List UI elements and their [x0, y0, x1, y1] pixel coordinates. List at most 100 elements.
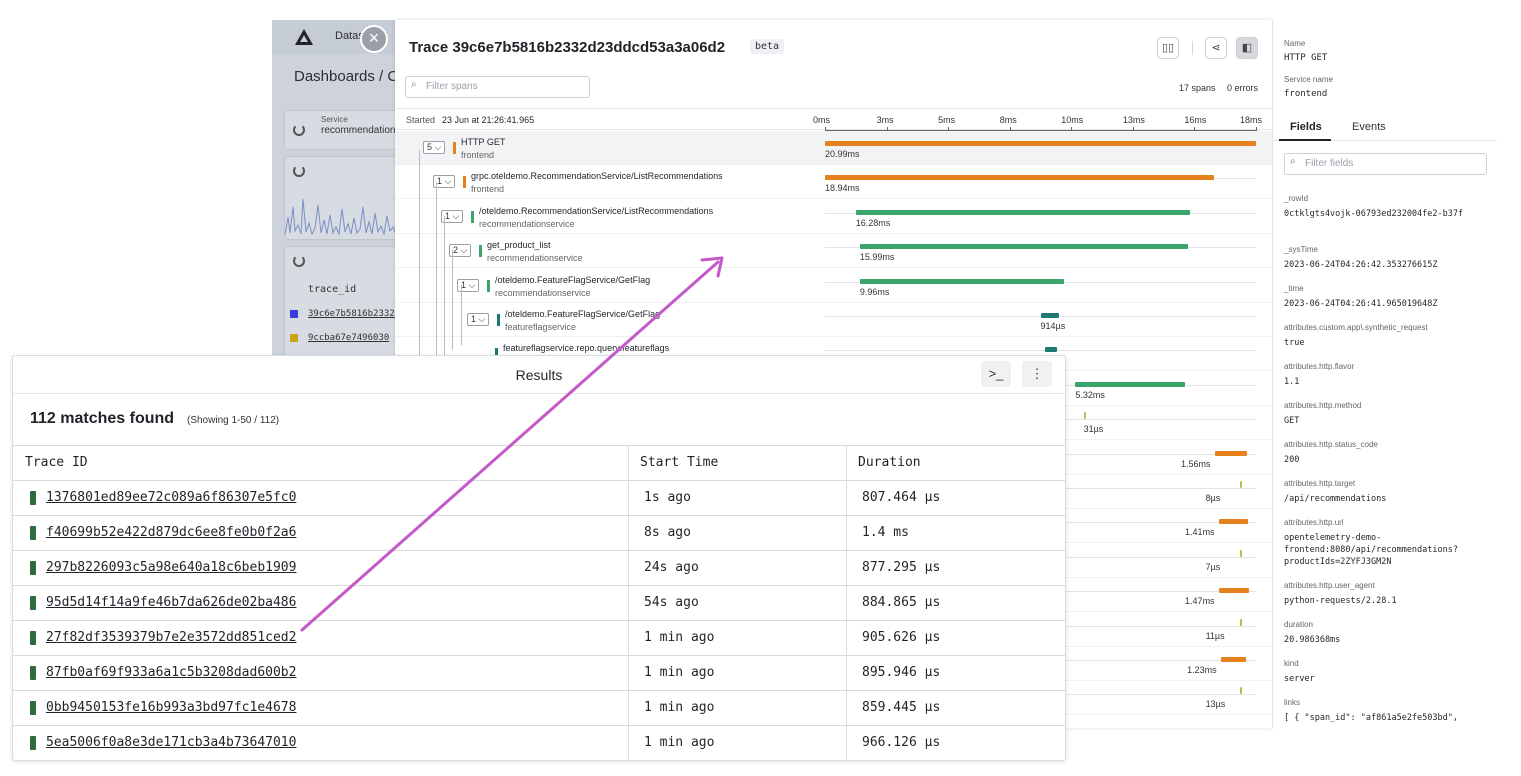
- field-entry[interactable]: attributes.http.flavor 1.1: [1284, 362, 1489, 388]
- field-entry[interactable]: _time 2023-06-24T04:26:41.965019648Z: [1284, 284, 1489, 310]
- trace-id-link[interactable]: 87fb0af69f933a6a1c5b3208dad600b2: [46, 665, 297, 680]
- start-time-cell: 1s ago: [644, 490, 691, 505]
- field-entry[interactable]: duration 20.986368ms: [1284, 620, 1489, 646]
- span-duration: 11µs: [1205, 630, 1225, 641]
- tick-mark: [1009, 127, 1011, 132]
- tab-fields[interactable]: Fields: [1290, 121, 1322, 133]
- field-value: [ { "span_id": "af861a5e2fe503bd",: [1284, 713, 1458, 723]
- span-bar[interactable]: [1219, 519, 1248, 525]
- column-header-start-time[interactable]: Start Time: [640, 455, 719, 470]
- table-row[interactable]: 9ccba67e7496030: [290, 333, 402, 347]
- span-duration: 9.96ms: [859, 286, 890, 297]
- field-entry[interactable]: _rowId 0ctklgts4vojk-06793ed232004fe2-b37…: [1284, 194, 1489, 220]
- column-divider: [846, 551, 847, 586]
- table-row[interactable]: f40699b52e422d879dc6ee8fe0b0f2a6 8s ago 1.…: [13, 515, 1065, 551]
- span-row[interactable]: 1 ⌵ /oteldemo.RecommendationService/ListR…: [395, 200, 1272, 234]
- span-service: featureflagservice: [505, 322, 577, 332]
- column-header-duration[interactable]: Duration: [858, 455, 921, 470]
- span-bar[interactable]: [1214, 450, 1247, 456]
- span-duration: 7µs: [1205, 561, 1221, 572]
- trace-link[interactable]: 39c6e7b5816b2332d23ddcd53a3a06d2: [308, 309, 402, 319]
- span-collapse-toggle[interactable]: 1 ⌵: [467, 313, 490, 326]
- span-row[interactable]: 1 ⌵ grpc.oteldemo.RecommendationService/L…: [395, 165, 1272, 200]
- span-duration: 1.41ms: [1185, 527, 1215, 538]
- trace-id-link[interactable]: 0bb9450153fe16b993a3bd97fc1e4678: [46, 700, 297, 715]
- field-entry[interactable]: attributes.http.target/api/recommendatio…: [1284, 479, 1489, 505]
- column-header-trace-id[interactable]: Trace ID: [25, 455, 88, 470]
- table-row[interactable]: 297b8226093c5a98e640a18c6beb1909 24s ago 8…: [13, 550, 1065, 586]
- tick-mark: [1256, 127, 1257, 132]
- table-row[interactable]: 95d5d14f14a9fe46b7da626de02ba486 54s ago 8…: [13, 585, 1065, 621]
- span-bar[interactable]: [1075, 381, 1185, 387]
- trace-link[interactable]: 9ccba67e7496030: [308, 333, 390, 343]
- span-bar[interactable]: [1083, 412, 1086, 420]
- span-bar[interactable]: [1239, 618, 1242, 626]
- span-collapse-toggle[interactable]: 1 ⌵: [433, 175, 456, 189]
- table-row[interactable]: 0bb9450153fe16b993a3bd97fc1e4678 1 min ag…: [13, 690, 1065, 726]
- span-bar[interactable]: [859, 244, 1189, 250]
- span-row[interactable]: 2 ⌵ get_product_list recommendationservice…: [395, 234, 1272, 269]
- span-name: get_product_list: [487, 240, 551, 251]
- table-row[interactable]: 87fb0af69f933a6a1c5b3208dad600b2 1 min ag…: [13, 655, 1065, 691]
- field-entry[interactable]: attributes.http.method GET: [1284, 401, 1489, 427]
- trace-id-link[interactable]: 27f82df3539379b7e2e3572dd851ced2: [46, 630, 297, 645]
- field-entry[interactable]: links [ { "span_id": "af861a5e2fe503bd",: [1284, 698, 1489, 724]
- field-entry[interactable]: attributes.http.url opentelemetry-demo- f…: [1284, 518, 1489, 568]
- span-row[interactable]: 1 ⌵ /oteldemo.FeatureFlagService/GetFlag f…: [395, 303, 1272, 337]
- span-row[interactable]: 1 ⌵/oteldemo.FeatureFlagService/GetFlag r…: [395, 269, 1272, 303]
- span-bar[interactable]: [1239, 687, 1242, 695]
- panel-toggle-icon[interactable]: ◧: [1236, 37, 1258, 59]
- field-entry[interactable]: attributes.custom.app\.synthetic_request…: [1284, 323, 1489, 349]
- breadcrumb[interactable]: Dashboards / C: [294, 68, 399, 85]
- span-bar[interactable]: [1239, 549, 1242, 557]
- span-bar[interactable]: [1239, 481, 1242, 488]
- trace-id-link[interactable]: 95d5d14f14a9fe46b7da626de02ba486: [46, 595, 297, 610]
- trace-id-link[interactable]: 1376801ed89ee72c089a6f86307e5fc0: [46, 490, 297, 505]
- tick-label: 3ms: [876, 115, 894, 125]
- table-row[interactable]: 39c6e7b5816b2332d23ddcd53a3a06d2: [290, 309, 402, 323]
- span-bar[interactable]: [825, 141, 1256, 146]
- span-bar[interactable]: [1044, 347, 1057, 353]
- span-bar[interactable]: [859, 278, 1065, 284]
- started-value: 23 Jun at 21:26:41.965: [442, 115, 535, 125]
- span-row[interactable]: 5 ⌵ HTTP GET frontend 20.99ms: [395, 131, 1272, 165]
- share-icon[interactable]: ⋖: [1205, 37, 1227, 59]
- trace-id-link[interactable]: 5ea5006f0a8e3de171cb3a4b73647010: [46, 735, 297, 750]
- trace-id-link[interactable]: 297b8226093c5a98e640a18c6beb1909: [46, 560, 297, 575]
- loading-icon: [293, 124, 305, 136]
- table-row[interactable]: 1376801ed89ee72c089a6f86307e5fc0 1s ago 80…: [13, 480, 1065, 516]
- tree-connector: [461, 285, 462, 345]
- tick-mark: [1194, 127, 1196, 132]
- book-icon[interactable]: ▯▯: [1157, 37, 1179, 59]
- field-entry[interactable]: kind server: [1284, 659, 1489, 685]
- field-entry[interactable]: attributes.http.user_agent python-request…: [1284, 581, 1489, 607]
- span-collapse-toggle[interactable]: 5 ⌵: [423, 141, 446, 154]
- table-row[interactable]: 27f82df3539379b7e2e3572dd851ced2 1 min ag…: [13, 620, 1065, 656]
- trace-title: Trace 39c6e7b5816b2332d23ddcd53a3a06d2: [409, 39, 726, 56]
- span-color-marker: [453, 142, 456, 154]
- column-divider: [628, 481, 629, 516]
- more-vertical-icon[interactable]: ⋮: [1022, 361, 1052, 387]
- tab-events[interactable]: Events: [1352, 121, 1386, 133]
- field-entry[interactable]: _sysTime 2023-06-24T04:26:42.353276615Z: [1284, 245, 1489, 271]
- field-name: attributes.http.status_code: [1284, 440, 1378, 449]
- column-divider: [628, 726, 629, 760]
- table-row[interactable]: 5ea5006f0a8e3de171cb3a4b73647010 1 min ag…: [13, 725, 1065, 760]
- filter-fields-input[interactable]: Filter fields: [1284, 153, 1487, 175]
- duration-cell: 966.126 µs: [862, 735, 941, 750]
- span-collapse-toggle[interactable]: 1 ⌵: [441, 209, 464, 223]
- service-filter[interactable]: Service recommendationservice: [284, 110, 402, 150]
- span-bar[interactable]: [1221, 657, 1247, 662]
- filter-spans-input[interactable]: Filter spans: [405, 76, 590, 98]
- terminal-icon[interactable]: >_: [981, 361, 1011, 387]
- span-bar[interactable]: [855, 209, 1190, 215]
- span-bar[interactable]: [825, 175, 1214, 181]
- trace-id-link[interactable]: f40699b52e422d879dc6ee8fe0b0f2a6: [46, 525, 297, 540]
- tick-label: 16ms: [1184, 115, 1207, 125]
- span-bar[interactable]: [1040, 313, 1060, 318]
- field-entry[interactable]: attributes.http.status_code 200: [1284, 440, 1489, 466]
- tree-connector: [436, 182, 437, 382]
- span-bar[interactable]: [1219, 588, 1250, 594]
- close-icon[interactable]: ×: [360, 25, 388, 53]
- span-collapse-toggle[interactable]: 2 ⌵: [449, 244, 472, 258]
